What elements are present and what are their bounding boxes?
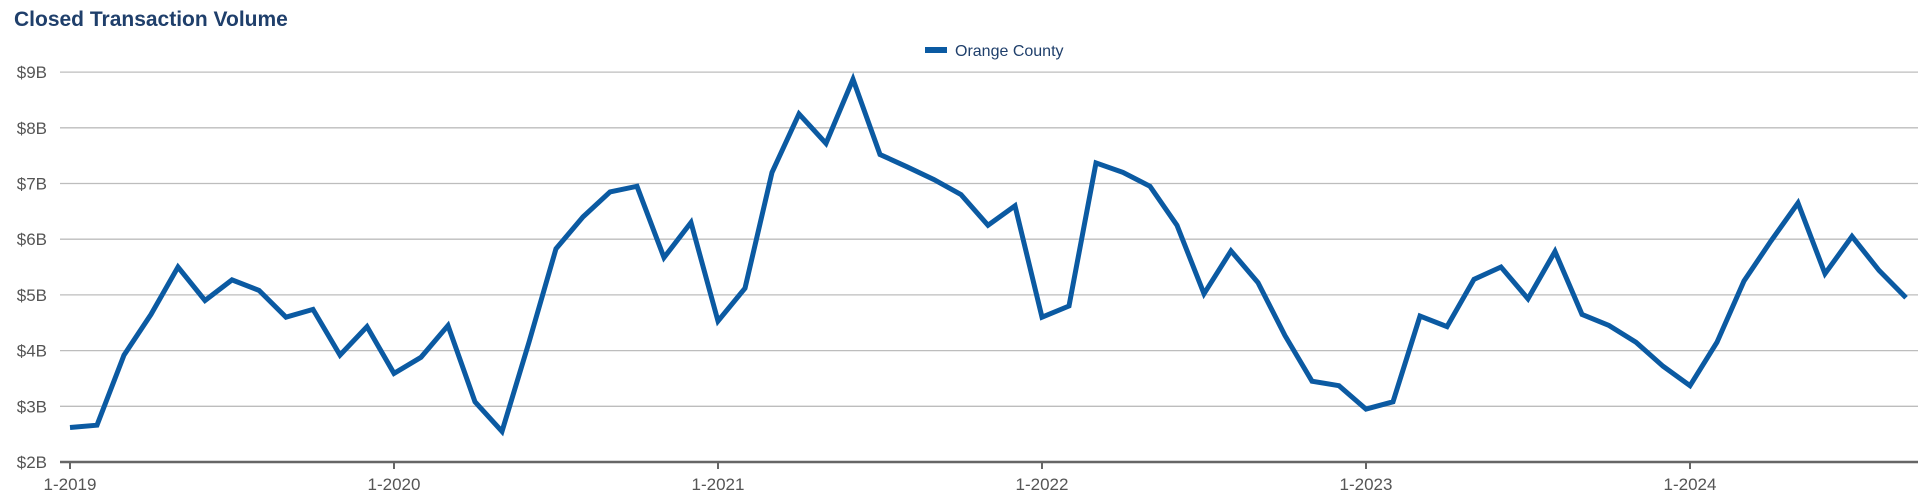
data-point[interactable]: [688, 219, 694, 225]
data-point[interactable]: [1444, 324, 1450, 330]
data-point[interactable]: [1039, 314, 1045, 320]
data-point[interactable]: [742, 285, 748, 291]
data-point[interactable]: [1741, 278, 1747, 284]
data-point[interactable]: [1255, 280, 1261, 286]
data-point[interactable]: [1012, 203, 1018, 209]
data-point[interactable]: [1552, 248, 1558, 254]
data-point[interactable]: [661, 255, 667, 261]
legend-label[interactable]: Orange County: [955, 43, 1064, 60]
data-point[interactable]: [1174, 222, 1180, 228]
x-tick-label: 1-2023: [1340, 475, 1393, 494]
data-point[interactable]: [283, 314, 289, 320]
x-tick-label: 1-2019: [44, 475, 97, 494]
data-point[interactable]: [823, 140, 829, 146]
data-point[interactable]: [310, 306, 316, 312]
data-point[interactable]: [1417, 313, 1423, 319]
data-point[interactable]: [985, 222, 991, 228]
data-point[interactable]: [1147, 183, 1153, 189]
y-tick-label: $7B: [17, 175, 47, 194]
data-point[interactable]: [499, 428, 505, 434]
data-point[interactable]: [229, 277, 235, 283]
data-point[interactable]: [526, 339, 532, 345]
data-point[interactable]: [877, 152, 883, 158]
data-point[interactable]: [769, 169, 775, 175]
data-point[interactable]: [1201, 291, 1207, 297]
data-point[interactable]: [1849, 233, 1855, 239]
axes: $2B $3B $4B $5B $6B $7B $8B $9B 1-2019 1-2020 1-20…: [17, 63, 1918, 494]
y-tick-label: $4B: [17, 342, 47, 361]
data-point[interactable]: [94, 422, 100, 428]
data-point[interactable]: [607, 189, 613, 195]
series-line-0: [69, 72, 1908, 437]
data-point[interactable]: [256, 287, 262, 293]
chart-title: Closed Transaction Volume: [14, 8, 288, 31]
data-point[interactable]: [850, 76, 856, 82]
data-point[interactable]: [1120, 169, 1126, 175]
y-tick-label: $2B: [17, 453, 47, 472]
data-point[interactable]: [553, 246, 559, 252]
data-point[interactable]: [580, 214, 586, 220]
data-point[interactable]: [1579, 311, 1585, 317]
y-tick-label: $6B: [17, 230, 47, 249]
legend[interactable]: Orange County: [925, 43, 1064, 60]
data-point[interactable]: [931, 177, 937, 183]
data-point[interactable]: [1363, 406, 1369, 412]
y-tick-label: $3B: [17, 397, 47, 416]
data-point[interactable]: [1282, 333, 1288, 339]
data-point[interactable]: [121, 352, 127, 358]
data-point[interactable]: [1498, 264, 1504, 270]
data-point[interactable]: [1714, 339, 1720, 345]
data-point[interactable]: [1795, 200, 1801, 206]
y-tick-label: $5B: [17, 286, 47, 305]
data-point[interactable]: [364, 324, 370, 330]
data-point[interactable]: [1390, 399, 1396, 405]
data-point[interactable]: [148, 311, 154, 317]
gridlines: [60, 71, 1918, 407]
data-point[interactable]: [958, 192, 964, 198]
data-point[interactable]: [175, 264, 181, 270]
data-point[interactable]: [1228, 248, 1234, 254]
data-point[interactable]: [1687, 383, 1693, 389]
data-point[interactable]: [1768, 238, 1774, 244]
legend-swatch: [925, 47, 947, 53]
y-tick-label: $8B: [17, 119, 47, 138]
x-tick-label: 1-2020: [368, 475, 421, 494]
data-point[interactable]: [1903, 295, 1909, 301]
data-point[interactable]: [1309, 378, 1315, 384]
data-point[interactable]: [1525, 296, 1531, 302]
x-tick-label: 1-2021: [692, 475, 745, 494]
data-point[interactable]: [1093, 160, 1099, 166]
x-tick-label: 1-2022: [1016, 475, 1069, 494]
data-point[interactable]: [445, 323, 451, 329]
series-layer: [67, 72, 1909, 437]
data-point[interactable]: [472, 399, 478, 405]
data-point[interactable]: [904, 164, 910, 170]
x-tick-label: 1-2024: [1664, 475, 1717, 494]
data-point[interactable]: [1822, 271, 1828, 277]
data-point[interactable]: [67, 424, 73, 430]
data-point[interactable]: [634, 183, 640, 189]
data-point[interactable]: [1660, 363, 1666, 369]
data-point[interactable]: [1066, 303, 1072, 309]
data-point[interactable]: [796, 111, 802, 117]
data-point[interactable]: [337, 352, 343, 358]
data-point[interactable]: [202, 297, 208, 303]
data-point[interactable]: [715, 318, 721, 324]
y-tick-label: $9B: [17, 63, 47, 82]
data-point[interactable]: [1876, 267, 1882, 273]
data-point[interactable]: [1471, 276, 1477, 282]
data-point[interactable]: [1336, 383, 1342, 389]
data-point[interactable]: [1606, 323, 1612, 329]
data-point[interactable]: [418, 354, 424, 360]
data-point[interactable]: [391, 370, 397, 376]
data-point[interactable]: [1633, 339, 1639, 345]
